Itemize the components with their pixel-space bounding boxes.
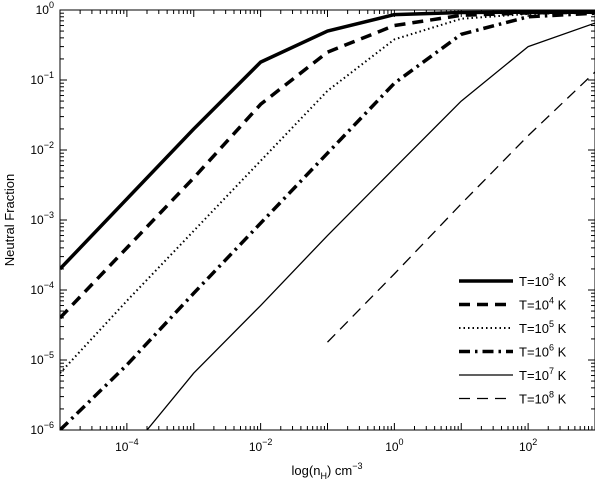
y-tick-label: 10−1 (30, 70, 54, 87)
legend-label-6: T=108 K (519, 390, 567, 407)
plot-area (59, 9, 595, 431)
y-tick-label: 10−4 (30, 280, 54, 297)
series-line-6 (327, 71, 595, 343)
x-tick-labels: 10−4 10−2 100 102 (115, 437, 537, 454)
series-line-4 (60, 11, 595, 430)
legend: T=103 K T=104 K T=105 K T=106 K T=107 K T=108… (459, 272, 567, 407)
y-axis-label: Neutral Fraction (2, 174, 17, 266)
x-axis-label: log(nH) cm−3 (292, 461, 363, 481)
y-tick-label: 10−3 (30, 210, 54, 227)
legend-label-3: T=105 K (519, 319, 567, 336)
legend-label-5: T=107 K (519, 366, 567, 383)
series-line-5 (146, 22, 595, 430)
legend-label-2: T=104 K (519, 296, 567, 313)
series-line-3 (60, 11, 595, 374)
y-tick-label: 100 (36, 0, 54, 17)
x-tick-label: 10−2 (249, 437, 273, 454)
legend-label-1: T=103 K (519, 272, 567, 289)
series-group (60, 10, 595, 430)
y-tick-label: 10−6 (30, 420, 54, 437)
series-line-2 (60, 10, 595, 320)
y-tick-label: 10−2 (30, 140, 54, 157)
y-tick-labels: 10−6 10−5 10−4 10−3 10−2 10−1 100 (30, 0, 54, 437)
legend-label-4: T=106 K (519, 343, 567, 360)
x-tick-label: 100 (385, 437, 403, 454)
x-tick-label: 10−4 (115, 437, 139, 454)
x-tick-label: 102 (519, 437, 537, 454)
y-tick-label: 10−5 (30, 350, 54, 367)
